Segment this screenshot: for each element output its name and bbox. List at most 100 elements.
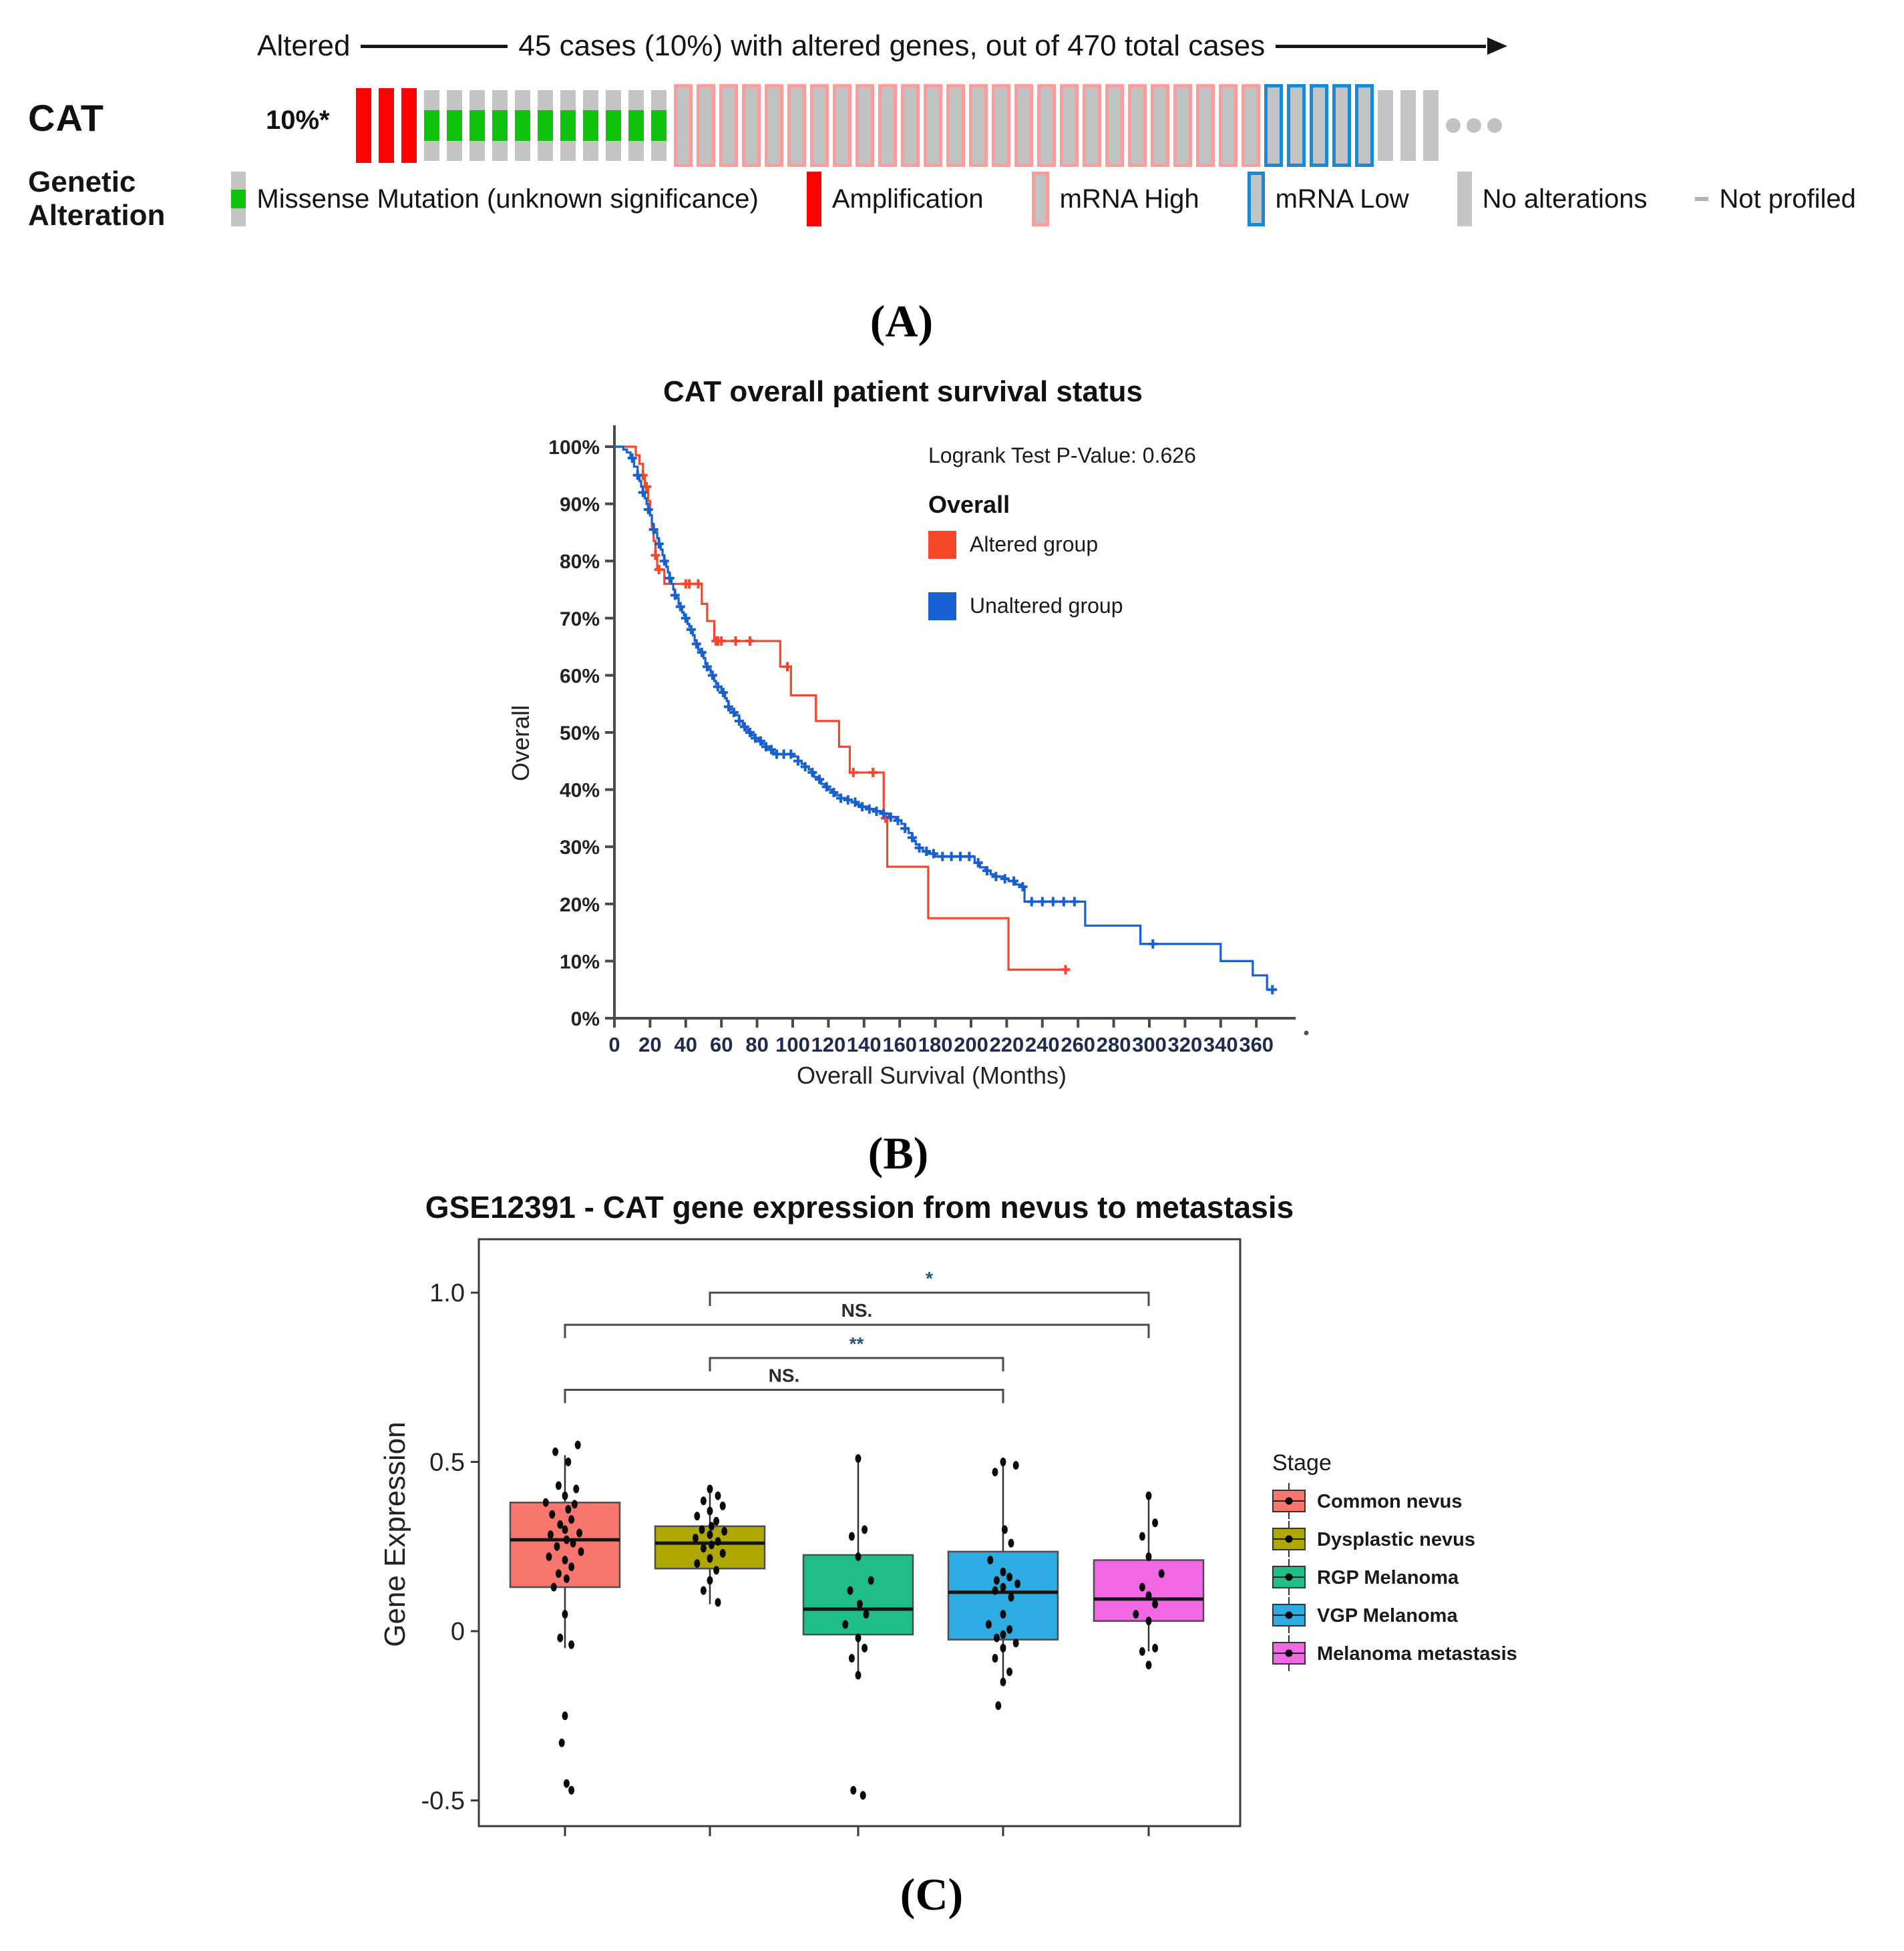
censor-mark [829,787,839,797]
y-tick-label: 0 [451,1618,465,1646]
data-point [1145,1616,1152,1626]
glyph-mrna-high [833,84,851,167]
data-point [855,1671,862,1680]
censor-mark [659,556,669,566]
data-point [1000,1458,1006,1466]
data-point [562,1711,568,1721]
x-tick-label: 180 [918,1033,953,1056]
y-tick-label: 10% [560,951,600,973]
legend-series-label: Unaltered group [970,594,1123,618]
censor-mark [702,662,712,672]
data-point [707,1506,713,1516]
censor-mark [729,708,739,718]
altered-cases-text: 45 cases (10%) with altered genes, out o… [518,29,1266,62]
data-point [993,1576,1000,1585]
data-point [563,1535,570,1544]
data-point [565,1458,572,1466]
significance-bracket [709,1357,1004,1371]
censor-mark [713,682,723,692]
glyph-missense [560,90,576,161]
data-point [1133,1610,1139,1619]
data-point [694,1512,701,1521]
glyph-missense [628,90,644,161]
data-point [1145,1661,1152,1670]
glyph-mrna-high [1014,84,1033,167]
data-point [1152,1518,1159,1528]
stage-legend-label: Dysplastic nevus [1317,1529,1475,1550]
censor-mark [879,809,889,819]
glyph-missense [651,90,667,161]
censor-mark [1069,897,1079,907]
censor-mark [734,716,744,726]
x-tick-label: 320 [1168,1033,1203,1056]
glyph-mrna-high [992,84,1010,167]
missense-icon [231,172,246,226]
glyph-amplification [401,88,417,163]
data-point [563,1574,570,1583]
censor-mark [1061,965,1071,975]
missense-center [651,110,667,141]
x-tick-label: 40 [675,1033,697,1056]
data-point [715,1598,721,1607]
data-point [1000,1630,1006,1639]
data-point [694,1559,701,1568]
y-tick-label: 40% [560,780,600,802]
significance-bracket [564,1389,1004,1403]
data-point [992,1654,998,1663]
y-tick-label: 30% [560,837,600,859]
data-point [860,1791,866,1800]
survival-title: CAT overall patient survival status [663,375,1143,408]
genetic-alteration-legend: Genetic Alteration Missense Mutation (un… [28,166,1904,232]
missense-center [583,110,598,141]
censor-mark [664,573,675,583]
data-point [842,1620,849,1629]
data-point [715,1537,721,1546]
glyph-mrna-low [1355,84,1374,167]
censor-mark [922,847,932,857]
glyph-mrna-high [1196,84,1215,167]
legend-item-no-alteration: No alterations [1457,172,1647,226]
data-point [1006,1624,1013,1634]
missense-center [231,190,246,208]
mrna-high-icon [1031,172,1049,226]
survival-legend-title: Overall [928,491,1010,518]
y-tick-label: 50% [560,722,600,744]
ellipsis-dot [1446,118,1461,133]
censor-mark [670,590,680,600]
data-point [987,1556,994,1565]
data-point [562,1525,568,1534]
box-5 [1093,1559,1205,1622]
data-point [542,1498,549,1507]
missense-center [606,110,621,141]
glyph-mrna-high [1105,84,1124,167]
data-point [856,1599,863,1608]
survival-xlabel: Overall Survival (Months) [797,1062,1067,1089]
logrank-pvalue: Logrank Test P-Value: 0.626 [928,443,1196,467]
glyph-missense [447,90,462,161]
altered-track-label: Altered [257,29,351,62]
glyph-no-alteration [1400,90,1416,161]
arrow-line [1276,44,1487,48]
legend-point [1285,1497,1293,1505]
data-point [557,1520,564,1529]
data-point [848,1654,855,1663]
censor-mark [821,782,831,792]
censor-mark [928,849,938,859]
x-tick-label: 300 [1132,1033,1167,1056]
censor-mark [964,851,974,861]
mrna-low-icon [1247,172,1265,226]
x-tick-label: 20 [638,1033,661,1056]
y-tick-label: 1.0 [429,1279,465,1307]
censor-mark [761,742,771,752]
data-point [568,1562,575,1572]
box-3 [802,1554,914,1636]
data-point [1139,1532,1145,1541]
y-tick-label: 90% [560,494,600,516]
data-point [985,1620,992,1629]
x-tick-label: 340 [1203,1033,1238,1056]
censor-mark [886,812,896,822]
data-point [1145,1591,1152,1600]
data-point [573,1484,580,1494]
x-tick-label: 280 [1097,1033,1131,1056]
censor-mark [654,539,664,549]
